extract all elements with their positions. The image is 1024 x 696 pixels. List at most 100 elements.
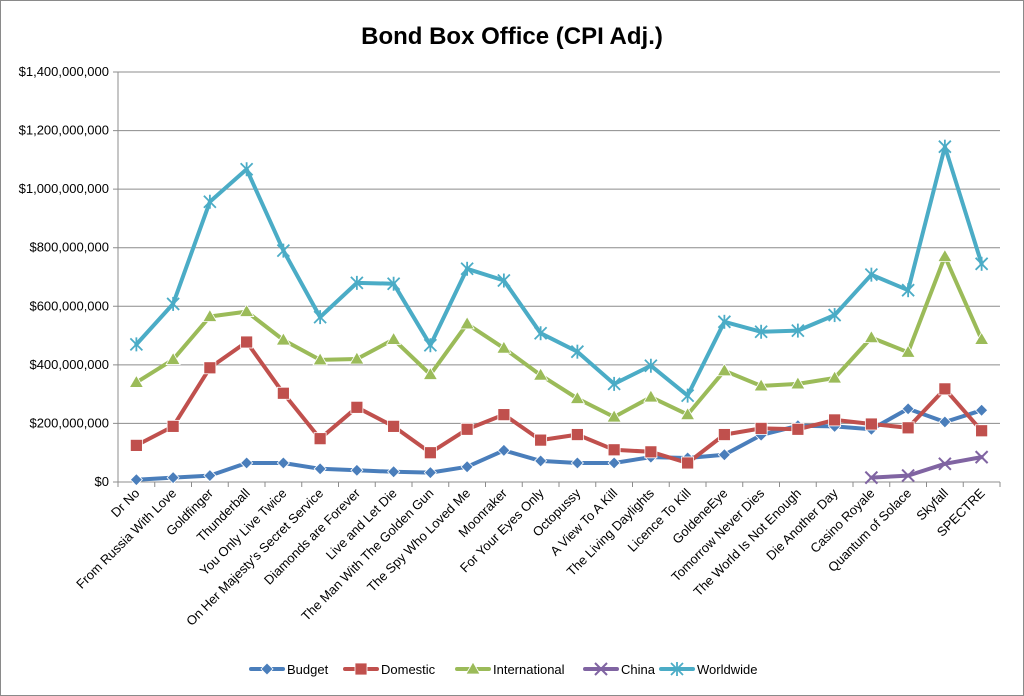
- data-point-worldwide: [791, 323, 805, 338]
- data-point-budget: [717, 448, 731, 462]
- data-point-china: [974, 450, 989, 464]
- data-point-international: [422, 366, 439, 380]
- data-point-domestic: [203, 361, 217, 375]
- data-point-international: [643, 389, 659, 403]
- chart-title: Bond Box Office (CPI Adj.): [361, 23, 663, 50]
- legend-item-international: International: [455, 661, 565, 677]
- data-point-worldwide: [129, 337, 144, 352]
- data-point-domestic: [166, 419, 180, 433]
- data-point-international: [900, 344, 916, 358]
- data-point-worldwide: [827, 308, 842, 323]
- data-point-worldwide: [497, 273, 511, 288]
- data-point-budget: [607, 456, 621, 470]
- data-point-international: [606, 409, 622, 423]
- legend: Budget Domestic International China Worldwid…: [249, 661, 757, 677]
- data-point-worldwide: [717, 314, 732, 329]
- y-tick-label: $1,000,000,000: [19, 181, 109, 196]
- data-point-domestic: [791, 422, 805, 436]
- data-point-domestic: [570, 428, 584, 441]
- series-line-domestic: [134, 340, 984, 465]
- data-point-budget: [350, 463, 364, 477]
- y-tick-label: $200,000,000: [29, 415, 109, 430]
- legend-label-china: China: [621, 662, 656, 677]
- legend-marker-domestic: [354, 662, 368, 676]
- data-point-budget: [240, 456, 254, 470]
- data-point-international: [753, 378, 769, 392]
- series-china: [864, 450, 989, 485]
- series-domestic: [129, 335, 989, 470]
- data-point-international: [165, 351, 181, 365]
- series-line-budget: [134, 406, 984, 482]
- data-point-international: [275, 332, 292, 346]
- data-point-worldwide: [276, 243, 291, 258]
- data-point-worldwide: [350, 275, 364, 290]
- data-point-budget: [938, 415, 952, 429]
- data-point-worldwide: [864, 267, 879, 282]
- data-point-budget: [975, 403, 989, 417]
- data-point-domestic: [975, 424, 989, 438]
- legend-item-china: China: [583, 662, 656, 677]
- data-point-international: [532, 367, 549, 381]
- legend-marker-china: [594, 662, 608, 676]
- data-point-international: [459, 316, 475, 330]
- y-tick-label: $1,400,000,000: [19, 64, 109, 79]
- data-point-international: [349, 351, 365, 365]
- data-point-budget: [387, 465, 401, 479]
- data-point-worldwide: [974, 256, 989, 271]
- data-point-budget: [166, 471, 180, 485]
- x-tick-label: Casino Royale: [807, 486, 877, 556]
- y-tick-label: $1,200,000,000: [19, 123, 109, 138]
- data-point-international: [937, 248, 953, 262]
- gridlines: [113, 71, 1001, 487]
- series-line-international: [134, 254, 984, 419]
- data-point-international: [496, 340, 512, 354]
- data-point-international: [238, 303, 255, 317]
- series-lines: [128, 139, 990, 487]
- data-point-international: [863, 329, 880, 344]
- series-line-china: [869, 455, 984, 480]
- data-point-budget: [129, 473, 143, 487]
- legend-marker-budget: [260, 662, 274, 676]
- data-point-international: [973, 331, 990, 345]
- data-point-domestic: [497, 408, 511, 422]
- series-line-worldwide: [134, 144, 984, 398]
- data-point-worldwide: [938, 139, 952, 154]
- y-tick-label: $600,000,000: [29, 298, 109, 313]
- data-point-domestic: [938, 382, 952, 396]
- y-tick-label: $400,000,000: [29, 357, 109, 372]
- y-tick-label: $800,000,000: [29, 240, 109, 255]
- data-point-international: [790, 376, 806, 390]
- data-point-domestic: [717, 428, 731, 441]
- data-point-domestic: [460, 422, 474, 436]
- data-point-worldwide: [901, 283, 915, 298]
- legend-item-worldwide: Worldwide: [659, 662, 757, 677]
- data-point-international: [679, 406, 696, 421]
- data-point-domestic: [901, 421, 915, 435]
- data-point-worldwide: [313, 310, 327, 325]
- data-point-domestic: [644, 445, 658, 459]
- data-point-worldwide: [423, 338, 438, 353]
- series-worldwide: [129, 139, 989, 403]
- data-point-domestic: [534, 433, 548, 447]
- data-point-budget: [276, 456, 290, 470]
- data-point-domestic: [276, 386, 290, 400]
- data-point-china: [901, 468, 915, 483]
- data-point-worldwide: [166, 296, 180, 311]
- y-axis-ticks: $0 $200,000,000 $400,000,000 $600,000,000 $8…: [19, 64, 109, 489]
- series-international: [128, 248, 990, 423]
- legend-label-domestic: Domestic: [381, 662, 436, 677]
- legend-marker-worldwide: [670, 662, 684, 676]
- data-point-domestic: [129, 438, 143, 452]
- data-point-domestic: [240, 335, 254, 349]
- data-point-worldwide: [533, 326, 548, 341]
- data-point-worldwide: [239, 162, 254, 177]
- data-point-worldwide: [644, 358, 658, 373]
- data-point-budget: [460, 460, 474, 474]
- data-point-china: [864, 470, 879, 485]
- data-point-international: [569, 390, 586, 404]
- data-point-domestic: [864, 417, 878, 431]
- data-point-domestic: [350, 400, 364, 414]
- legend-item-budget: Budget: [249, 662, 329, 677]
